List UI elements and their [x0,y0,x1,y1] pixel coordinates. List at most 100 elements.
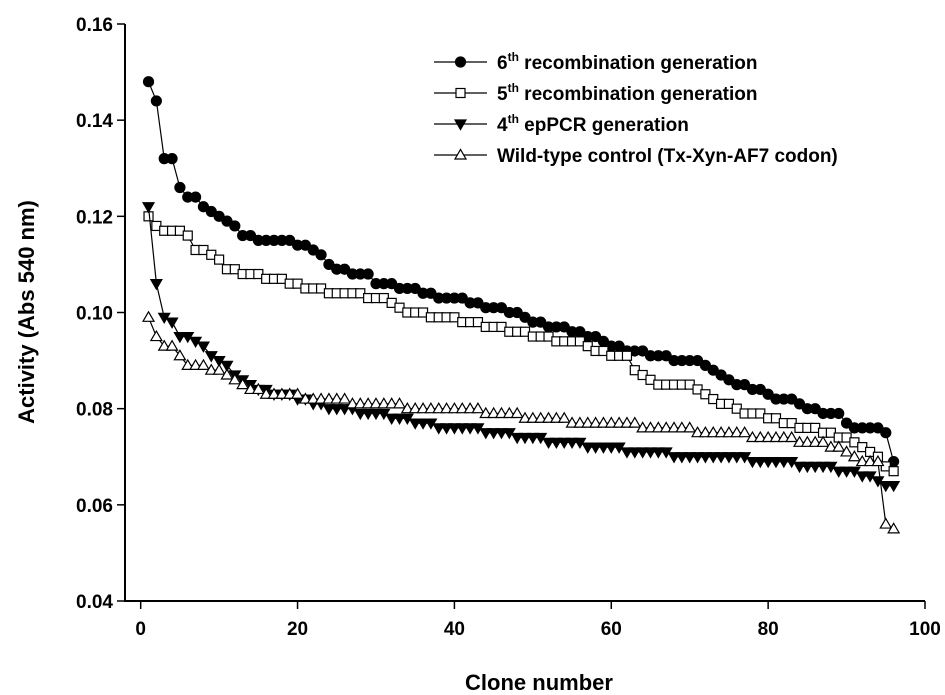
data-point [620,416,634,428]
legend-entry: 6th recombination generation [434,50,758,74]
data-point [777,456,791,469]
data-point [189,358,203,370]
data-point [400,401,414,414]
data-point [565,437,579,450]
data-point [620,447,634,459]
data-point [228,373,242,385]
legend-label-main: 6 [497,53,508,74]
data-point [526,411,540,423]
data-point [142,76,155,88]
data-point [879,517,893,529]
data-point [353,408,367,421]
legend-label-main: Wild-type control (Tx-Xyn-AF7 codon) [497,146,838,167]
data-point [840,445,854,457]
legend-label-main: 5 [497,84,508,105]
data-point [174,181,186,194]
data-point [392,413,407,425]
data-point [385,413,399,425]
data-point [510,406,524,419]
data-point [182,230,193,241]
data-point [494,406,509,419]
x-tick-label: 20 [287,619,308,640]
data-point [777,430,791,443]
data-point [196,341,210,353]
data-point [298,392,312,404]
x-axis-title: Clone number [465,670,613,695]
data-point [549,437,563,450]
data-point [722,426,736,438]
data-point [157,339,171,351]
data-point [855,471,869,483]
data-point [424,401,438,414]
data-point [745,456,759,469]
data-point [338,392,352,404]
data-point [166,153,178,165]
data-point [534,411,548,423]
legend-label-rest: recombination generation [519,84,758,105]
data-point [730,426,744,438]
data-point [651,447,665,459]
x-tick-label: 0 [135,619,146,640]
data-point [416,418,430,430]
data-point [455,401,469,414]
data-point [738,426,752,438]
data-point [447,401,461,414]
data-point [824,440,838,452]
series-4 [141,310,901,534]
data-point [408,401,422,414]
data-point [173,349,187,361]
data-point [675,421,689,433]
data-point [659,421,673,433]
data-point [871,454,885,467]
legend-label-sup: th [508,81,519,95]
data-point [432,423,446,435]
legend-label-rest: recombination generation [519,53,758,74]
data-point [596,442,610,454]
legend-label-sup: th [508,50,519,64]
data-point [518,432,532,445]
data-point [455,423,469,435]
data-point [816,461,830,474]
data-point [251,382,265,395]
data-point [888,466,899,477]
data-point [691,452,705,464]
data-point [761,456,775,469]
x-tick-label: 40 [444,619,465,640]
legend-label-rest: epPCR generation [519,115,689,136]
data-point [887,522,901,534]
data-point [165,317,179,329]
data-point [463,423,477,435]
data-point [879,481,893,493]
data-point [855,454,869,467]
data-point [416,401,430,414]
legend-entry: Wild-type control (Tx-Xyn-AF7 codon) [434,146,838,167]
data-point [314,392,328,404]
data-point [636,421,650,433]
y-tick-label: 0.16 [76,15,113,36]
data-point [753,430,767,443]
data-point [589,442,603,454]
legend-label: 5th recombination generation [497,81,758,105]
data-point [549,411,563,423]
data-point [220,360,234,373]
data-point [667,452,681,464]
data-point [581,416,595,428]
data-point [761,430,775,443]
data-point [863,454,877,467]
data-point [596,416,610,428]
data-point [698,426,712,438]
data-point [621,350,633,361]
data-point [581,442,595,454]
data-point [463,401,477,414]
legend-label: 4th epPCR generation [497,112,689,136]
y-tick-label: 0.10 [76,304,113,325]
data-point [267,387,281,399]
data-point [683,421,697,433]
data-point [636,447,650,459]
data-point [432,401,446,414]
data-point [510,432,524,445]
y-tick-label: 0.04 [76,592,113,613]
data-point [214,254,225,265]
series-3 [141,202,901,493]
